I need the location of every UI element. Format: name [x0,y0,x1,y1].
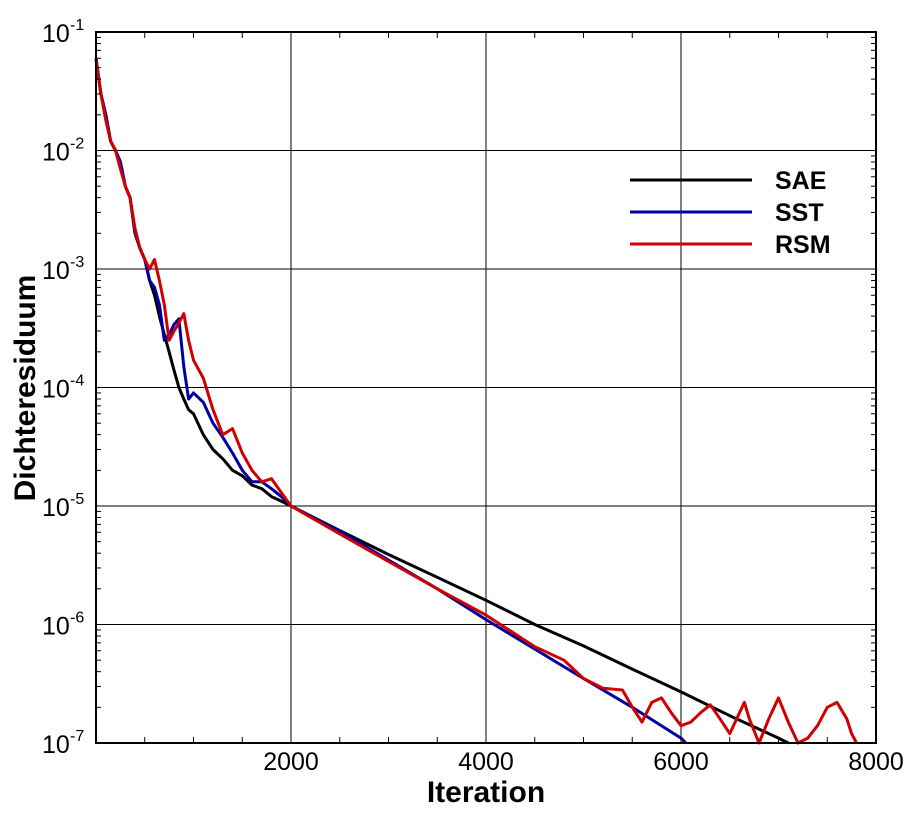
y-tick-exponent: -7 [70,728,84,745]
y-tick-base: 10 [42,257,70,285]
y-tick-base: 10 [42,494,70,522]
y-tick-exponent: -1 [70,17,84,34]
y-tick-label: 10 -2 [42,136,84,167]
y-axis-title: Dichteresiduum [9,275,42,502]
x-tick-label: 4000 [458,748,514,776]
y-tick-exponent: -6 [70,610,84,627]
y-tick-label: 10 -7 [42,728,84,759]
y-tick-exponent: -3 [70,254,84,271]
series-lines [94,58,858,745]
x-tick-label: 8000 [848,748,904,776]
y-tick-label: 10 -6 [42,610,84,641]
y-tick-label: 10 -3 [42,254,84,285]
grid [96,32,876,743]
series-line-rsm [94,58,858,745]
y-tick-base: 10 [42,376,70,404]
y-tick-base: 10 [42,731,70,759]
y-tick-base: 10 [42,139,70,167]
y-tick-label: 10 -1 [42,17,84,48]
x-tick-label: 2000 [263,748,319,776]
x-tick-label: 6000 [653,748,709,776]
y-tick-exponent: -5 [70,491,84,508]
legend-label: RSM [775,231,831,259]
y-tick-exponent: -4 [70,373,84,390]
x-axis-title: Iteration [427,776,545,809]
y-tick-label: 10 -5 [42,491,84,522]
legend-label: SST [775,199,824,227]
legend: SAE SST RSM [630,167,831,259]
legend-label: SAE [775,167,826,195]
y-tick-base: 10 [42,613,70,641]
axis-ticks: 2000 4000 6000 800010-110-210-310-410-510-6… [42,17,904,776]
legend-entry-sae: SAE [630,167,826,195]
y-tick-base: 10 [42,20,70,48]
legend-entry-rsm: RSM [630,231,831,259]
legend-entry-sst: SST [630,199,824,227]
y-tick-label: 10 -4 [42,373,84,404]
y-tick-exponent: -2 [70,136,84,153]
